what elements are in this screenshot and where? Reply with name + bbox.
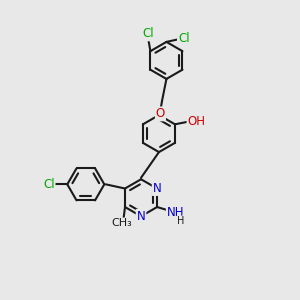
Text: CH₃: CH₃	[112, 218, 132, 229]
Text: Cl: Cl	[43, 178, 55, 191]
Text: H: H	[177, 216, 185, 226]
Text: O: O	[156, 107, 165, 120]
Text: N: N	[137, 210, 146, 223]
Text: OH: OH	[188, 115, 206, 128]
Text: NH: NH	[167, 206, 184, 219]
Text: Cl: Cl	[142, 27, 154, 40]
Text: Cl: Cl	[178, 32, 190, 45]
Text: N: N	[153, 182, 161, 195]
